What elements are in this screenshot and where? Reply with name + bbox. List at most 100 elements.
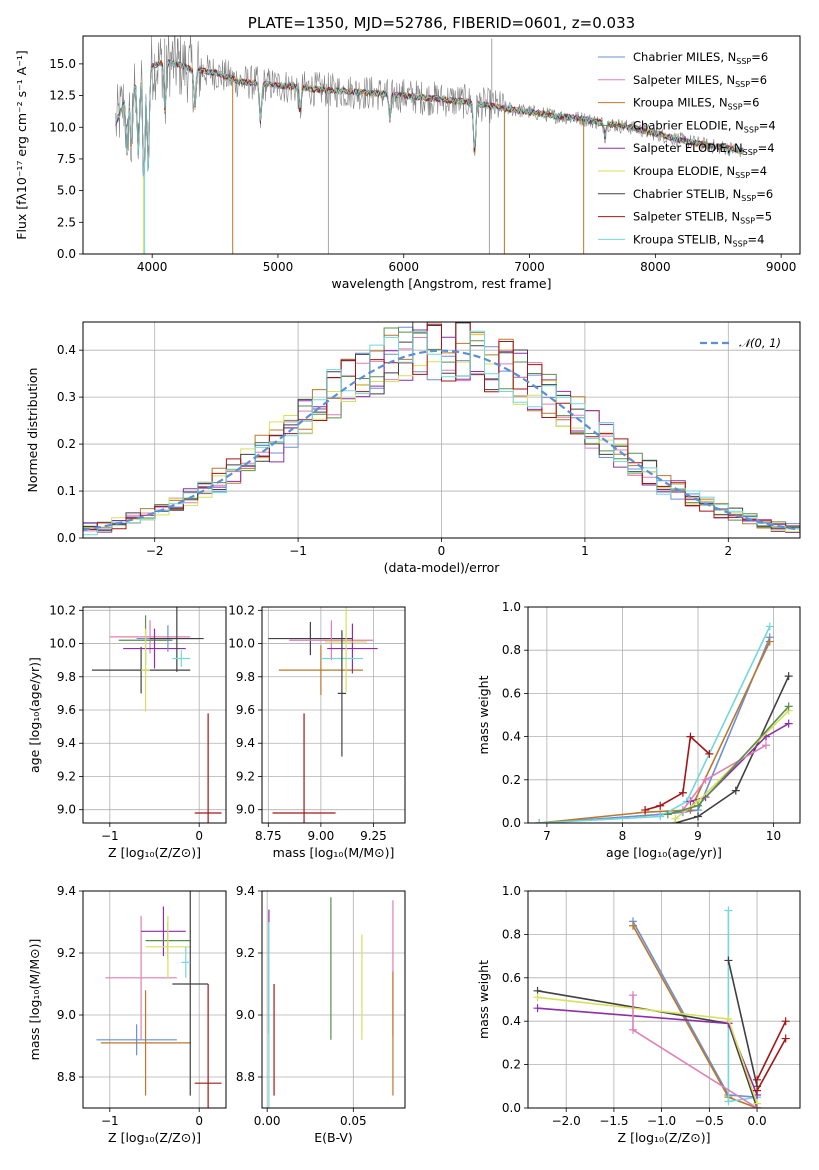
- mass-vs-z-chart: −1 0 8.8 9.0 9.2 9.4 Z [log₁₀(Z/Z⊙)] mass [log₁…: [27, 884, 227, 1145]
- data-point-marker: [765, 622, 774, 631]
- y-axis-label: mass weight: [476, 960, 491, 1039]
- x-axis-label: Z [log₁₀(Z/Z⊙)]: [108, 1130, 201, 1145]
- data-point-marker: [656, 801, 665, 810]
- y-tick-label: 0.1: [57, 484, 76, 498]
- x-tick-label: 0: [195, 1114, 203, 1128]
- y-axis-label: age [log₁₀(age/yr)]: [27, 657, 42, 773]
- series-line: [756, 1020, 787, 1081]
- y-tick-label: 8.8: [236, 1070, 255, 1084]
- x-tick-label: 8000: [640, 260, 671, 274]
- x-axis-label: (data-model)/error: [384, 560, 501, 575]
- y-tick-label: 0.0: [502, 816, 521, 830]
- y-tick-label: 0.8: [502, 643, 521, 657]
- model-spectrum-line: [115, 59, 744, 177]
- age-vs-mass-chart: 8.75 9.00 9.25 9.0 9.2 9.4 9.6 9.8 10.0 10.2 mass …: [228, 603, 406, 860]
- series-line: [675, 675, 790, 823]
- axes-frame: [261, 890, 406, 1109]
- legend-entry: Kroupa ELODIE, NSSP=4: [633, 164, 767, 180]
- data-point-marker: [533, 1004, 542, 1013]
- legend-entry: Chabrier STELIB, NSSP=6: [633, 187, 773, 203]
- y-tick-label: 9.4: [236, 736, 255, 750]
- legend-suffix: =5: [755, 210, 772, 224]
- x-tick-label: 9000: [766, 260, 797, 274]
- legend-entry: Chabrier MILES, NSSP=6: [633, 50, 768, 66]
- residuals-chart: −2 −1 0 1 2 0.0 0.1 0.2 0.3 0.4 (data-model)/error…: [25, 321, 801, 575]
- x-axis-label: Z [log₁₀(Z/Z⊙)]: [108, 845, 201, 860]
- x-tick-label: 0.0: [748, 1114, 767, 1128]
- legend-sub: SSP: [735, 171, 750, 180]
- data-point-marker: [678, 788, 687, 797]
- y-tick-label: 0.6: [502, 971, 521, 985]
- y-tick-label: 9.6: [57, 703, 76, 717]
- residuals-plot-area: [83, 322, 800, 536]
- y-tick-label: 15.0: [49, 57, 76, 71]
- y-tick-label: 9.6: [236, 703, 255, 717]
- data-point-marker: [724, 1097, 733, 1106]
- x-tick-label: 0.05: [340, 1114, 367, 1128]
- y-axis-label: mass weight: [476, 675, 491, 754]
- x-tick-label: 7: [543, 829, 551, 843]
- series-line: [756, 1038, 787, 1091]
- y-tick-label: 9.0: [57, 803, 76, 817]
- y-tick-label: 9.2: [57, 946, 76, 960]
- spectrum-lines: [115, 36, 744, 254]
- legend-name: Chabrier MILES, N: [633, 50, 736, 64]
- y-tick-label: 5.0: [57, 184, 76, 198]
- y-tick-label: 0.4: [502, 730, 521, 744]
- legend-entry: Chabrier ELODIE, NSSP=4: [633, 118, 776, 134]
- x-tick-label: 4000: [137, 260, 168, 274]
- x-tick-label: 1: [581, 544, 589, 558]
- y-tick-label: 10.2: [49, 603, 76, 617]
- data-point-marker: [705, 749, 714, 758]
- massweight-vs-age-plot-area: [535, 622, 793, 823]
- histogram-series-line: [83, 322, 800, 530]
- x-tick-label: 0: [195, 829, 203, 843]
- age-vs-mass-errorbars: [268, 607, 378, 823]
- y-tick-label: 0.6: [502, 686, 521, 700]
- y-tick-label: 9.4: [236, 884, 255, 898]
- y-tick-label: 0.2: [57, 437, 76, 451]
- spectrum-plot-area: [115, 36, 744, 254]
- legend-entry: Salpeter STELIB, NSSP=5: [633, 210, 772, 226]
- series-line: [727, 960, 758, 1087]
- massweight-vs-age-lines: [535, 622, 793, 823]
- legend-suffix: =6: [750, 73, 767, 87]
- y-tick-label: 10.2: [228, 603, 255, 617]
- data-point-marker: [656, 812, 665, 821]
- y-tick-label: 12.5: [49, 89, 76, 103]
- massweight-vs-age-chart: 7 8 9 10 0.0 0.2 0.4 0.6 0.8 1.0 age [log₁₀(age/yr…: [476, 600, 801, 860]
- normal-distribution-curve: [83, 349, 800, 531]
- x-tick-label: 0.00: [254, 1114, 281, 1128]
- age-vs-mass-plot-area: [268, 607, 378, 823]
- legend-sub: SSP: [744, 125, 759, 134]
- data-point-marker: [753, 1104, 762, 1108]
- y-axis-label: Flux [fλ10⁻¹⁷ erg cm⁻² s⁻¹ A⁻¹]: [14, 50, 29, 239]
- x-tick-label: 2: [724, 544, 732, 558]
- data-point-marker: [641, 806, 650, 815]
- series-line: [539, 626, 771, 823]
- y-tick-label: 8.8: [57, 1070, 76, 1084]
- legend-sub: SSP: [736, 57, 751, 66]
- legend-suffix: =6: [743, 96, 760, 110]
- mass-vs-z-plot-area: [96, 891, 222, 1108]
- data-point-marker: [784, 702, 793, 711]
- mass-vs-ebv-chart: 0.00 0.05 8.8 9.0 9.2 9.4 E(B-V): [236, 884, 406, 1145]
- y-tick-label: 9.8: [57, 670, 76, 684]
- data-point-marker: [535, 819, 544, 823]
- legend-sub: SSP: [740, 217, 755, 226]
- histogram-series-line: [83, 330, 800, 536]
- chart-title: PLATE=1350, MJD=52786, FIBERID=0601, z=0…: [248, 14, 635, 32]
- legend-suffix: =4: [758, 141, 775, 155]
- y-tick-label: 9.4: [57, 736, 76, 750]
- massweight-vs-z-lines: [533, 906, 790, 1108]
- legend-name: Kroupa STELIB, N: [633, 232, 733, 246]
- x-tick-label: −2.0: [552, 1114, 581, 1128]
- x-tick-label: 8: [619, 829, 627, 843]
- data-point-marker: [686, 732, 695, 741]
- data-point-marker: [753, 1086, 762, 1095]
- y-axis-label: Normed distribution: [25, 368, 40, 493]
- data-point-marker: [762, 741, 770, 750]
- legend: 𝒩(0, 1): [700, 336, 781, 350]
- axes-frame: [82, 35, 801, 255]
